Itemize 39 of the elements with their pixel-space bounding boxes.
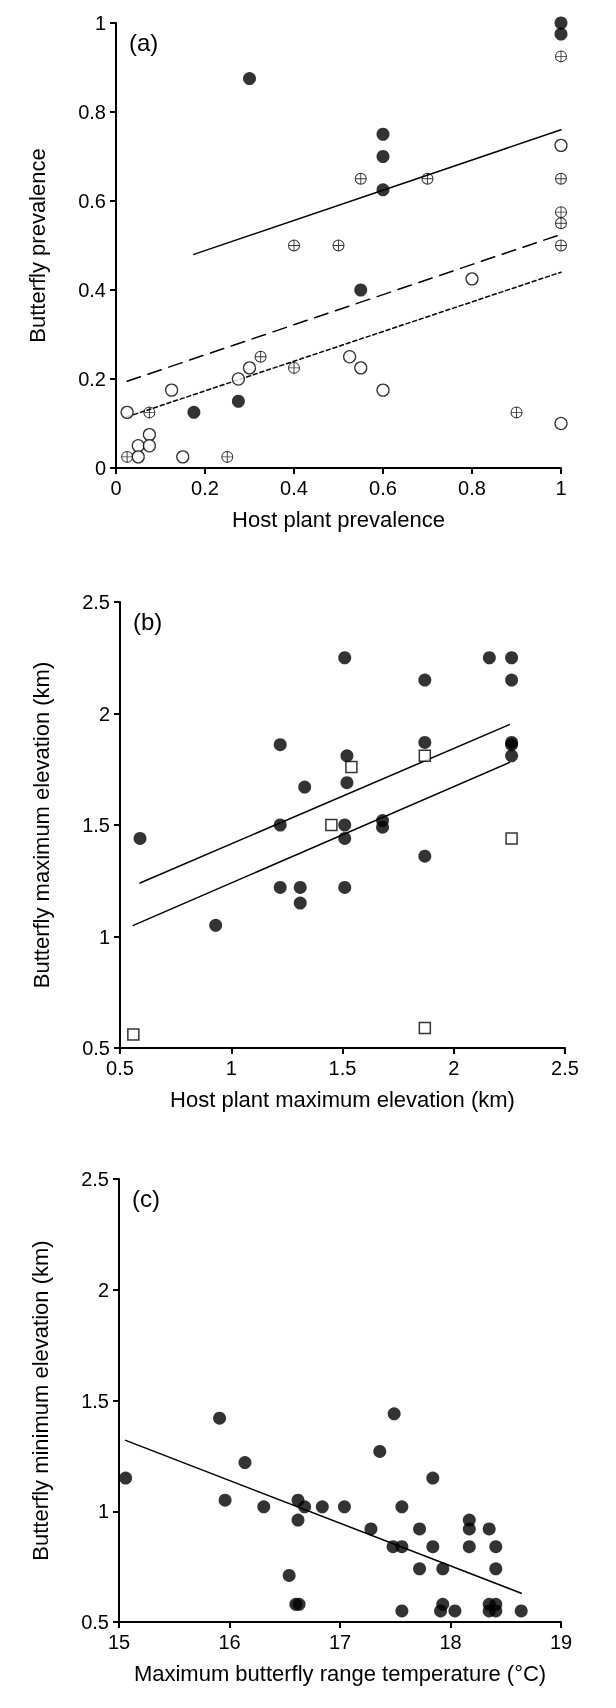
y-tick-label: 1 xyxy=(98,925,110,948)
y-tick-label: 0.5 xyxy=(82,1037,110,1059)
x-tick-label: 15 xyxy=(107,1631,131,1653)
y-tick-label: 0.8 xyxy=(78,101,106,123)
x-tick-label: 0.6 xyxy=(369,477,397,499)
x-axis-title: Host plant maximum elevation (km) xyxy=(170,1086,515,1112)
y-tick-label: 0.6 xyxy=(78,190,106,212)
y-axis-title: Butterfly prevalence xyxy=(24,148,50,343)
y-tick-label: 0.4 xyxy=(78,279,106,301)
chart-title: (c) xyxy=(132,1184,160,1212)
x-tick-label: 0.8 xyxy=(458,477,486,499)
x-tick-label: 2 xyxy=(448,1057,460,1079)
y-tick-label: 2 xyxy=(97,1278,109,1301)
y-tick-label: 1.5 xyxy=(81,1389,109,1412)
x-tick-label: 19 xyxy=(549,1631,573,1653)
x-tick-label: 18 xyxy=(439,1631,462,1653)
y-tick-label: 0.5 xyxy=(81,1611,109,1633)
y-tick-label: 2.5 xyxy=(82,591,110,613)
x-tick-label: 16 xyxy=(218,1631,241,1653)
y-tick-label: 2.5 xyxy=(81,1168,109,1190)
y-tick-label: 1.5 xyxy=(82,814,110,836)
x-tick-label: 0.2 xyxy=(191,477,219,499)
y-axis-title: Butterfly maximum elevation (km) xyxy=(28,661,54,989)
x-axis-title: Host plant prevalence xyxy=(232,506,445,532)
chart-title: (b) xyxy=(133,607,163,635)
x-tick-label: 17 xyxy=(328,1631,352,1653)
y-tick-label: 1 xyxy=(94,12,106,34)
y-tick-label: 2 xyxy=(98,702,110,725)
y-axis-title: Butterfly minimum elevation (km) xyxy=(27,1240,53,1561)
x-tick-label: 1 xyxy=(555,477,567,499)
x-tick-label: 1.5 xyxy=(328,1057,357,1079)
y-tick-label: 0.2 xyxy=(78,368,106,390)
x-tick-label: 2.5 xyxy=(551,1057,579,1079)
x-tick-label: 1 xyxy=(225,1057,237,1079)
chart-title: (a) xyxy=(129,28,159,56)
y-tick-label: 0 xyxy=(94,457,106,479)
y-tick-label: 1 xyxy=(97,1500,109,1523)
x-axis-title: Maximum butterfly range temperature (°C) xyxy=(133,1660,547,1686)
x-tick-label: 0.4 xyxy=(280,477,308,499)
